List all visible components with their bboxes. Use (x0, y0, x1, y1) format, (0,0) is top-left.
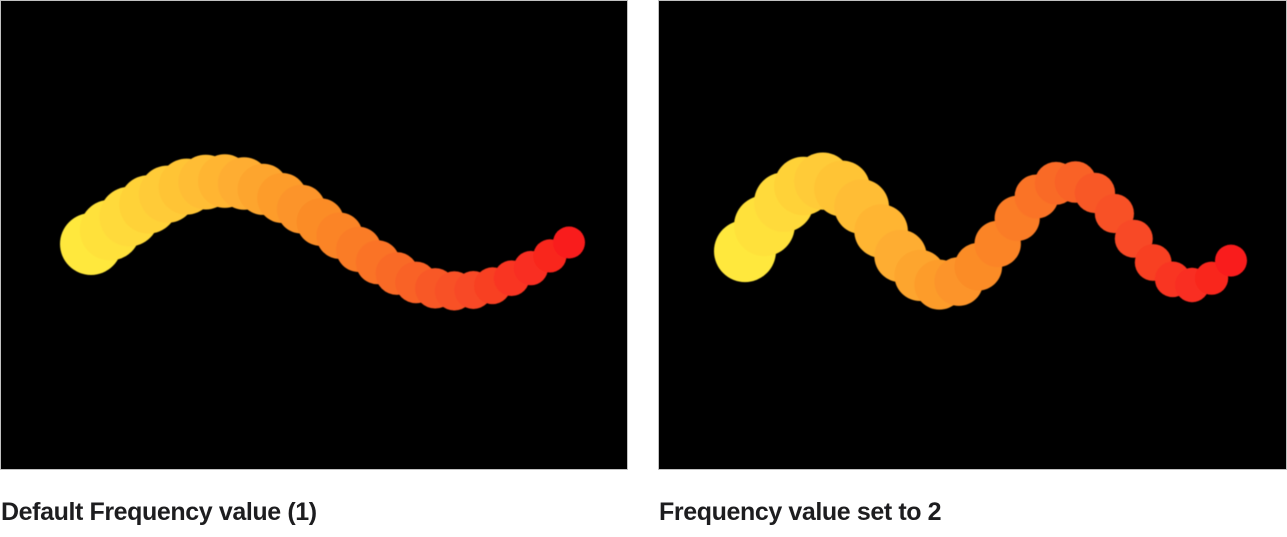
caption-frequency-2: Frequency value set to 2 (659, 498, 942, 526)
dot-trail-group (60, 154, 585, 311)
canvas-panel-frequency-2 (658, 0, 1287, 470)
dot-trail-group (714, 152, 1247, 310)
dot-trail-frequency-1 (60, 154, 585, 311)
dot-trail-frequency-2 (714, 152, 1247, 310)
canvas-panel-frequency-default (0, 0, 628, 470)
trail-dot (553, 226, 585, 259)
trail-dot (1215, 244, 1247, 277)
caption-frequency-default: Default Frequency value (1) (1, 498, 317, 526)
